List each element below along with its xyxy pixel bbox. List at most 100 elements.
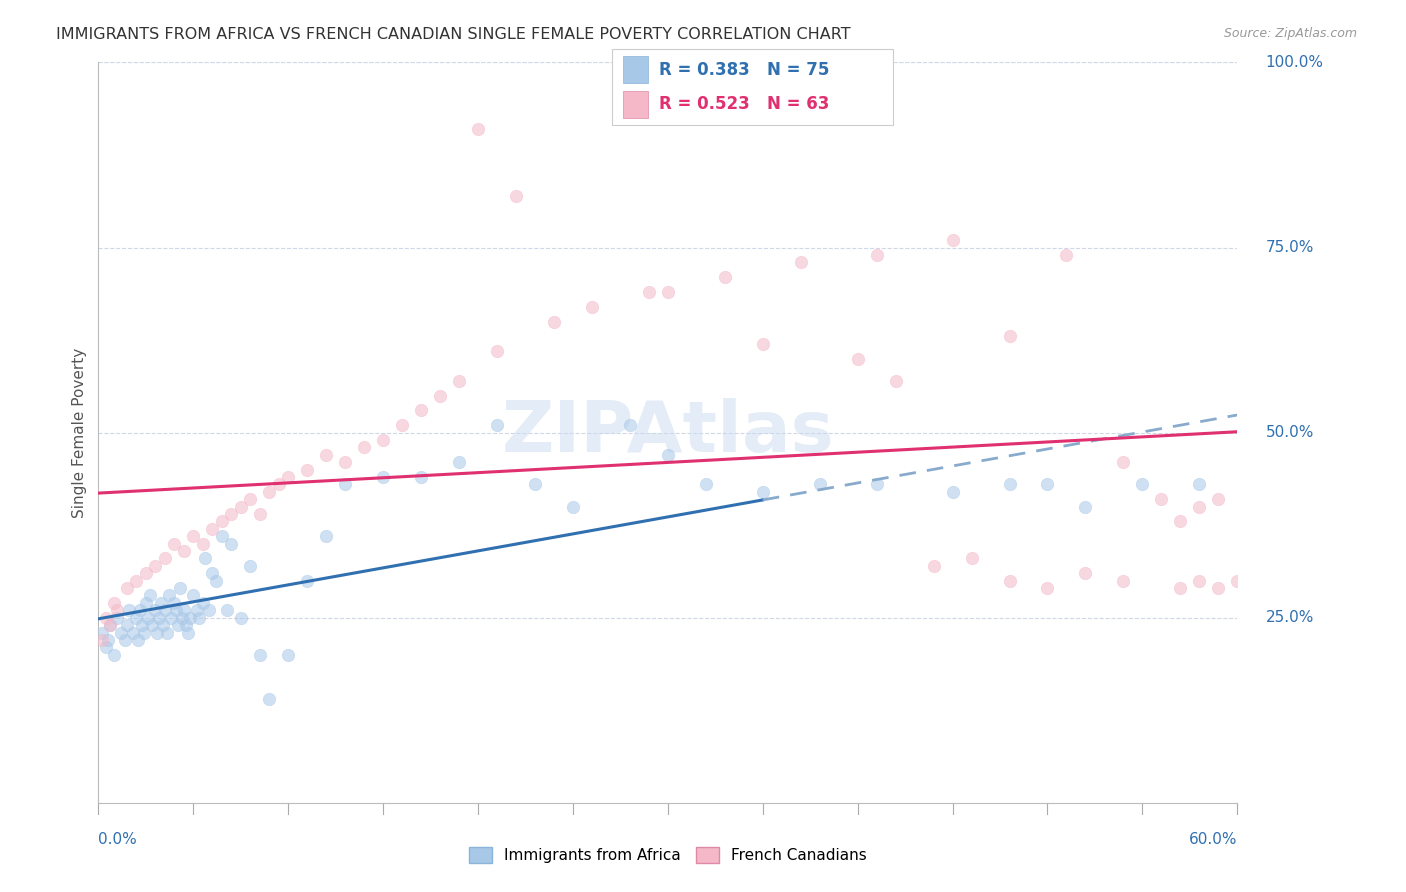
Point: [157, 589, 180, 603]
Point: [239, 558, 262, 573]
Point: [1208, 581, 1230, 595]
Point: [152, 618, 174, 632]
Point: [165, 603, 187, 617]
Point: [998, 477, 1021, 491]
Point: [239, 492, 262, 507]
Point: [183, 529, 205, 543]
Point: [186, 603, 208, 617]
Point: [657, 285, 679, 299]
Point: [315, 448, 337, 462]
Point: [211, 515, 233, 529]
Point: [1112, 455, 1135, 469]
Point: [191, 596, 214, 610]
Point: [998, 574, 1021, 588]
Point: [1188, 574, 1211, 588]
Point: [1132, 477, 1154, 491]
Point: [1208, 492, 1230, 507]
Point: [505, 188, 527, 202]
Point: [94, 640, 117, 655]
Point: [167, 618, 190, 632]
Point: [91, 632, 114, 647]
Point: [960, 551, 983, 566]
Point: [543, 314, 565, 328]
Text: 75.0%: 75.0%: [1265, 240, 1315, 255]
Point: [297, 462, 319, 476]
Point: [1170, 581, 1192, 595]
Point: [125, 574, 148, 588]
Point: [97, 632, 120, 647]
Text: 60.0%: 60.0%: [1189, 832, 1237, 847]
Point: [391, 418, 413, 433]
Point: [217, 603, 239, 617]
Point: [135, 596, 157, 610]
Point: [107, 610, 129, 624]
Point: [194, 551, 217, 566]
Point: [91, 625, 114, 640]
Point: [183, 589, 205, 603]
Point: [1170, 515, 1192, 529]
Point: [136, 610, 159, 624]
Point: [174, 618, 197, 632]
Point: [163, 536, 186, 550]
Point: [259, 692, 281, 706]
Point: [335, 455, 357, 469]
Point: [170, 610, 193, 624]
Point: [846, 351, 869, 366]
Point: [98, 618, 121, 632]
Point: [486, 418, 509, 433]
Point: [1054, 248, 1078, 262]
Point: [173, 603, 195, 617]
Point: [107, 603, 129, 617]
Point: [884, 374, 907, 388]
Point: [132, 625, 155, 640]
Point: [1074, 500, 1097, 514]
Point: [153, 603, 176, 617]
Point: [942, 233, 965, 247]
Point: [1188, 477, 1211, 491]
Point: [98, 618, 121, 632]
Point: [371, 433, 394, 447]
Point: [221, 507, 243, 521]
Point: [103, 596, 125, 610]
Point: [581, 300, 603, 314]
Point: [411, 470, 433, 484]
Text: R = 0.523   N = 63: R = 0.523 N = 63: [659, 95, 830, 113]
Point: [156, 625, 179, 640]
Point: [179, 610, 201, 624]
Point: [335, 477, 357, 491]
Point: [173, 544, 195, 558]
Point: [115, 581, 138, 595]
Point: [1112, 574, 1135, 588]
Point: [138, 589, 160, 603]
Point: [447, 455, 470, 469]
Point: [752, 484, 775, 499]
Point: [429, 388, 451, 402]
Point: [229, 500, 252, 514]
Point: [103, 648, 125, 662]
Point: [808, 477, 831, 491]
Point: [169, 581, 191, 595]
Point: [229, 610, 252, 624]
Point: [1074, 566, 1097, 581]
Point: [267, 477, 290, 491]
Text: 25.0%: 25.0%: [1265, 610, 1315, 625]
Point: [201, 522, 224, 536]
Point: [205, 574, 228, 588]
Text: Source: ZipAtlas.com: Source: ZipAtlas.com: [1223, 27, 1357, 40]
Point: [447, 374, 470, 388]
Point: [145, 558, 167, 573]
Point: [486, 344, 509, 359]
Point: [221, 536, 243, 550]
Point: [211, 529, 233, 543]
Point: [371, 470, 394, 484]
Point: [150, 596, 173, 610]
Text: R = 0.383   N = 75: R = 0.383 N = 75: [659, 61, 830, 78]
Text: 50.0%: 50.0%: [1265, 425, 1315, 440]
Text: IMMIGRANTS FROM AFRICA VS FRENCH CANADIAN SINGLE FEMALE POVERTY CORRELATION CHAR: IMMIGRANTS FROM AFRICA VS FRENCH CANADIA…: [56, 27, 851, 42]
Point: [277, 648, 299, 662]
Point: [411, 403, 433, 417]
Point: [315, 529, 337, 543]
Point: [115, 618, 138, 632]
Point: [297, 574, 319, 588]
Point: [110, 625, 132, 640]
